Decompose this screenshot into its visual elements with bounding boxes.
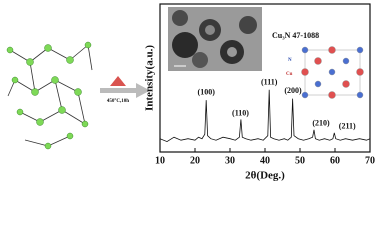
y-axis-label: Intensity(a.u.) [144, 45, 156, 111]
x-tick-label: 10 [155, 155, 165, 166]
structure-label: N [288, 58, 292, 63]
x-axis-label: 2θ(Deg.) [245, 170, 285, 182]
crystal-structure [301, 46, 364, 99]
process-label: 450°C,10h [107, 99, 129, 104]
peak-label: (210) [312, 119, 330, 128]
figure: 450°C,10h Cu₃N 47-1088 N Cu 2θ(Deg.) Int… [6, 3, 375, 182]
peak-label: (200) [284, 86, 302, 95]
precursor-atoms [6, 41, 92, 150]
precursor-diagram [7, 44, 93, 147]
tem-inset [168, 7, 262, 71]
x-tick-label: 60 [330, 155, 340, 166]
x-tick-label: 20 [190, 155, 200, 166]
x-tick-label: 70 [365, 155, 375, 166]
x-tick-label: 40 [260, 155, 270, 166]
peak-label: (100) [198, 88, 216, 97]
xrd-line [159, 89, 371, 143]
inset-label: Cu₃N 47-1088 [272, 31, 319, 40]
peak-label: (110) [232, 108, 249, 117]
process-arrow [100, 76, 150, 98]
x-tick-label: 50 [295, 155, 305, 166]
peak-label: (111) [261, 77, 278, 86]
peak-label: (211) [339, 122, 356, 131]
structure-label: Cu [286, 72, 293, 77]
x-tick-label: 30 [225, 155, 235, 166]
